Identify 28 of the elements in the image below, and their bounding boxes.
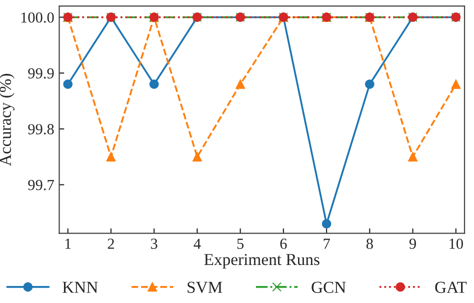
point (236, 80, 246, 89)
x-tick-label: 6 (280, 238, 287, 249)
point (451, 80, 461, 89)
x-tick-label: 7 (324, 238, 330, 249)
point (63, 80, 73, 89)
x-tick-label: 1 (65, 238, 71, 249)
point (364, 80, 374, 89)
x-tick-label: 9 (409, 238, 416, 249)
x-tick-label: 4 (194, 238, 201, 249)
point (149, 80, 159, 89)
x-tick-label: 2 (108, 238, 114, 249)
point (192, 152, 202, 162)
x-tick-label: 5 (237, 238, 244, 249)
y-tick-label: 99.8 (28, 124, 54, 134)
legend-label: KNN (62, 282, 98, 293)
point (322, 219, 332, 229)
x-tick-label: 8 (366, 238, 373, 249)
point (408, 152, 418, 162)
x-tick-label: 3 (151, 238, 158, 249)
x-axis-title: Experiment Runs (204, 254, 320, 269)
legend-label: GCN (312, 282, 346, 293)
y-tick-label: 99.7 (28, 180, 54, 190)
y-tick-label: 99.9 (28, 68, 54, 79)
legend-label: SVM (188, 282, 222, 294)
y-tick-label: 100.0 (21, 12, 54, 23)
legend-label: GAT (435, 282, 467, 293)
point (106, 152, 116, 162)
x-tick-label: 10 (450, 238, 463, 249)
